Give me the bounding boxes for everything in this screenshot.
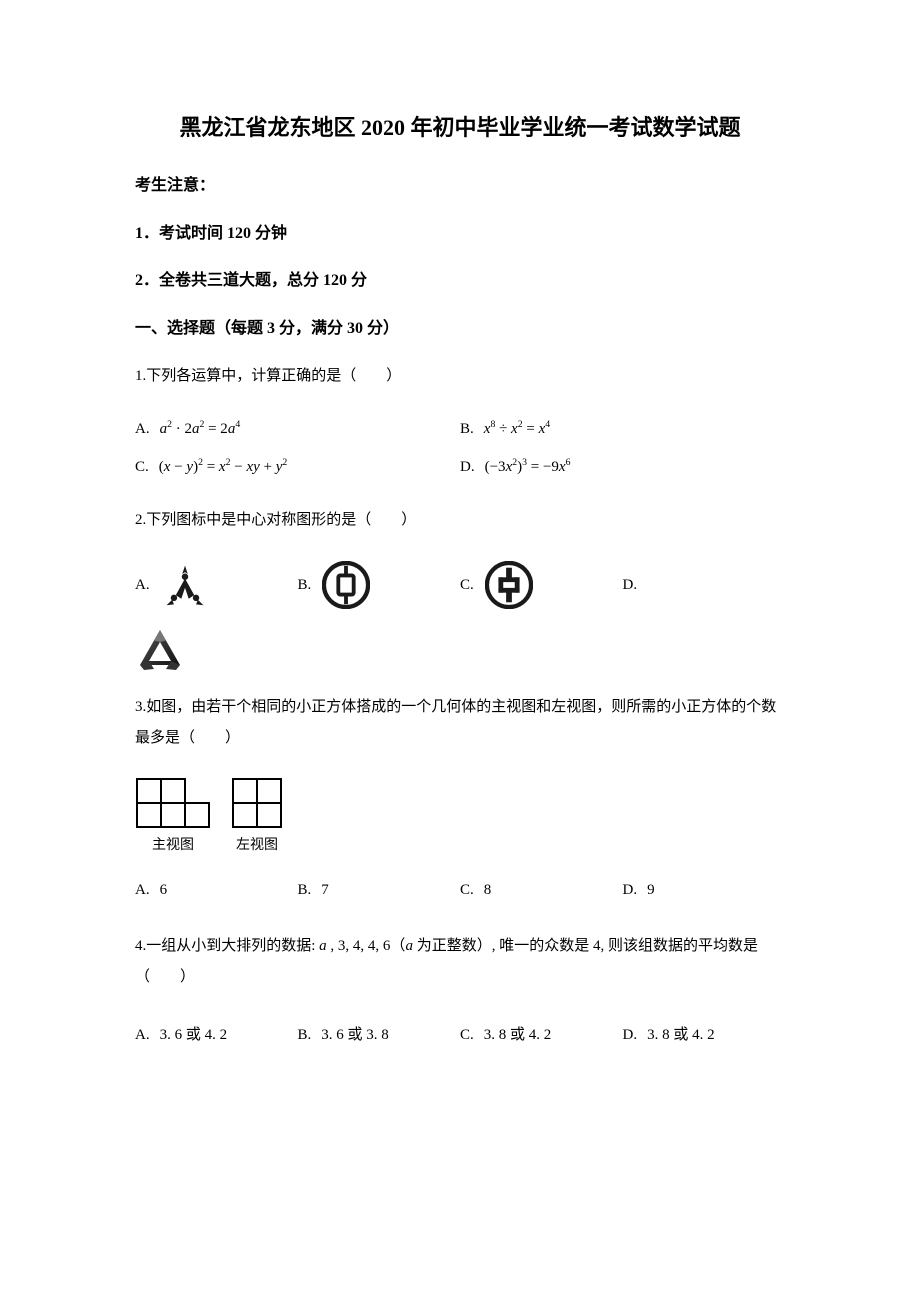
option-label: B. xyxy=(298,573,312,597)
q2-option-d: D. xyxy=(623,554,786,616)
q4-option-b: B. 3. 6 或 3. 8 xyxy=(298,1016,461,1054)
q2-option-b: B. xyxy=(298,554,461,616)
q1-option-d-text: (−3x2)3 = −9x6 xyxy=(485,455,571,479)
q3-views: 主视图 左视图 xyxy=(135,777,785,857)
q2-icon-c xyxy=(484,560,534,610)
notice-line-1: 1．考试时间 120 分钟 xyxy=(135,221,785,247)
q4-option-c: C. 3. 8 或 4. 2 xyxy=(460,1016,623,1054)
left-view-grid-icon xyxy=(231,777,283,829)
q1-option-a: A. a2 · 2a2 = 2a4 xyxy=(135,410,460,448)
option-label: B. xyxy=(298,878,312,902)
q1-option-b-text: x8 ÷ x2 = x4 xyxy=(484,417,550,441)
q3-option-a-text: 6 xyxy=(160,878,168,902)
q4-stem: 4.一组从小到大排列的数据: a , 3, 4, 4, 6（a 为正整数）, 唯… xyxy=(135,931,785,994)
option-label: C. xyxy=(460,878,474,902)
main-view-label: 主视图 xyxy=(152,835,194,857)
q2-icon-b xyxy=(321,560,371,610)
q4-var-2: a xyxy=(405,938,413,954)
option-label: A. xyxy=(135,1023,150,1047)
q2-icon-d-row xyxy=(135,624,785,674)
q3-options: A. 6 B. 7 C. 8 D. 9 xyxy=(135,871,785,909)
option-label: A. xyxy=(135,417,150,441)
q3-option-b-text: 7 xyxy=(321,878,329,902)
main-view-grid-icon xyxy=(135,777,211,829)
left-view-label: 左视图 xyxy=(236,835,278,857)
q2-stem: 2.下列图标中是中心对称图形的是（ ） xyxy=(135,508,785,532)
q1-option-c: C. (x − y)2 = x2 − xy + y2 xyxy=(135,448,460,486)
q2-option-c: C. xyxy=(460,554,623,616)
q3-option-d: D. 9 xyxy=(623,871,786,909)
q4-stem-p1: 4.一组从小到大排列的数据: xyxy=(135,938,319,954)
option-label: B. xyxy=(460,417,474,441)
q4-option-b-text: 3. 6 或 3. 8 xyxy=(321,1023,389,1047)
q1-option-a-text: a2 · 2a2 = 2a4 xyxy=(160,417,241,441)
q4-option-a-text: 3. 6 或 4. 2 xyxy=(160,1023,228,1047)
q3-left-view: 左视图 xyxy=(231,777,283,857)
notice-line-2: 2．全卷共三道大题，总分 120 分 xyxy=(135,268,785,294)
q3-option-c-text: 8 xyxy=(484,878,492,902)
option-label: D. xyxy=(623,1023,638,1047)
q3-option-a: A. 6 xyxy=(135,871,298,909)
q3-option-d-text: 9 xyxy=(647,878,655,902)
option-label: A. xyxy=(135,573,150,597)
q2-icon-d xyxy=(135,624,185,674)
option-label: C. xyxy=(460,573,474,597)
section-1-title: 一、选择题（每题 3 分，满分 30 分） xyxy=(135,316,785,342)
notice-header: 考生注意： xyxy=(135,173,785,199)
q3-stem: 3.如图，由若干个相同的小正方体搭成的一个几何体的主视图和左视图，则所需的小正方… xyxy=(135,692,785,755)
q4-option-c-text: 3. 8 或 4. 2 xyxy=(484,1023,552,1047)
q4-options: A. 3. 6 或 4. 2 B. 3. 6 或 3. 8 C. 3. 8 或 4. … xyxy=(135,1016,785,1054)
q2-option-a: A. xyxy=(135,554,298,616)
q4-var-1: a xyxy=(319,938,327,954)
option-label: B. xyxy=(298,1023,312,1047)
option-label: A. xyxy=(135,878,150,902)
option-label: C. xyxy=(460,1023,474,1047)
q4-stem-p2: , 3, 4, 4, 6（ xyxy=(327,938,406,954)
q1-options: A. a2 · 2a2 = 2a4 B. x8 ÷ x2 = x4 C. (x … xyxy=(135,410,785,486)
q2-icon-a xyxy=(160,560,210,610)
q3-main-view: 主视图 xyxy=(135,777,211,857)
q4-option-a: A. 3. 6 或 4. 2 xyxy=(135,1016,298,1054)
q2-options: A. B. xyxy=(135,554,785,674)
q1-option-d: D. (−3x2)3 = −9x6 xyxy=(460,448,785,486)
q3-option-c: C. 8 xyxy=(460,871,623,909)
exam-title: 黑龙江省龙东地区 2020 年初中毕业学业统一考试数学试题 xyxy=(135,110,785,145)
option-label: D. xyxy=(623,573,638,597)
option-label: D. xyxy=(623,878,638,902)
q3-option-b: B. 7 xyxy=(298,871,461,909)
q4-option-d: D. 3. 8 或 4. 2 xyxy=(623,1016,786,1054)
q1-stem: 1.下列各运算中，计算正确的是（ ） xyxy=(135,364,785,388)
option-label: D. xyxy=(460,455,475,479)
q1-option-b: B. x8 ÷ x2 = x4 xyxy=(460,410,785,448)
q1-option-c-text: (x − y)2 = x2 − xy + y2 xyxy=(159,455,288,479)
option-label: C. xyxy=(135,455,149,479)
q4-option-d-text: 3. 8 或 4. 2 xyxy=(647,1023,715,1047)
